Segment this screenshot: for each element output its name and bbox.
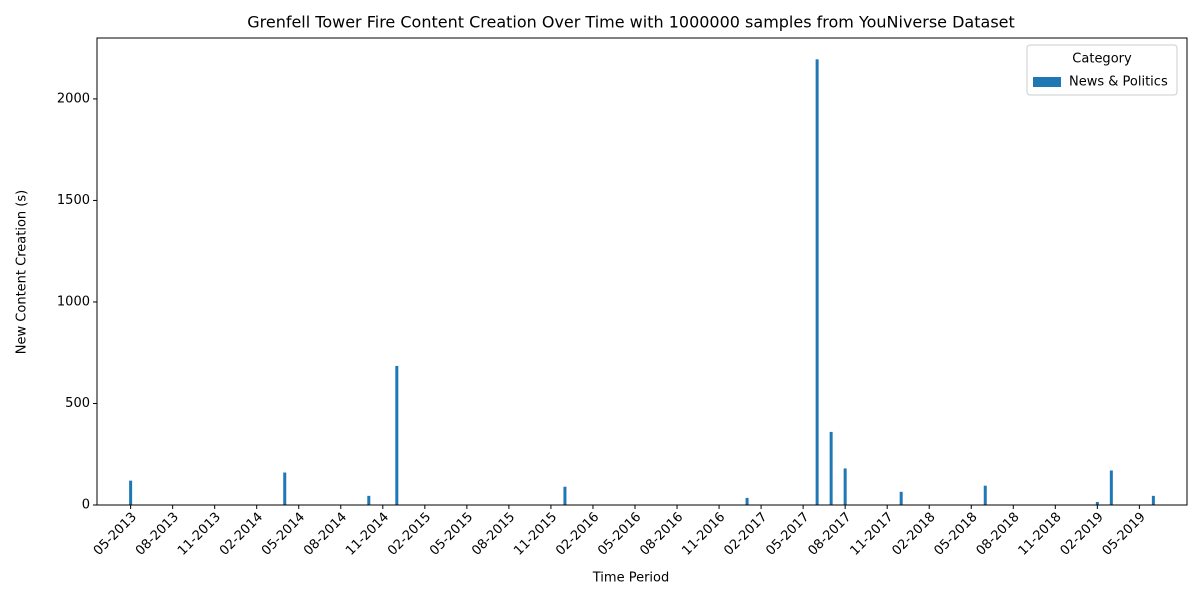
bar [1109,470,1113,505]
x-tick-label: 02-2015 [385,510,434,559]
x-tick-label: 08-2016 [637,510,686,559]
bar [815,59,819,505]
legend-title: Category [1072,52,1132,67]
x-tick-label: 11-2014 [343,510,392,559]
x-tick-label: 11-2016 [679,510,728,559]
bar [367,495,371,505]
chart-title: Grenfell Tower Fire Content Creation Ove… [247,13,1015,32]
x-tick-label: 05-2018 [932,510,981,559]
x-tick-label: 05-2017 [763,510,812,559]
x-tick-label: 05-2013 [91,510,140,559]
plot-frame [96,37,1188,506]
y-axis-label: New Content Creation (s) [15,190,30,354]
x-tick-label: 08-2013 [133,510,182,559]
x-tick-label: 11-2017 [847,510,896,559]
x-tick-label: 02-2017 [721,510,770,559]
y-tick-label: 500 [65,396,90,411]
x-tick-label: 05-2015 [427,510,476,559]
x-tick-label: 08-2017 [805,510,854,559]
y-tick-label: 1500 [57,193,90,208]
bar [745,497,749,505]
x-tick-label: 11-2018 [1016,510,1065,559]
x-tick-label: 05-2014 [259,510,308,559]
bar [983,485,987,505]
x-tick-label: 05-2016 [595,510,644,559]
bar [283,472,287,505]
bar [899,491,903,505]
y-tick-label: 1000 [57,294,90,309]
y-tick-label: 2000 [57,91,90,106]
x-tick-label: 11-2015 [511,510,560,559]
bar [1095,501,1099,505]
bar [829,431,833,505]
x-tick-label: 02-2019 [1058,510,1107,559]
legend-swatch [1033,77,1061,87]
x-tick-label: 08-2014 [301,510,350,559]
bar [843,468,847,505]
bar [1151,495,1155,505]
x-tick-label: 08-2015 [469,510,518,559]
bar [563,486,567,505]
x-tick-label: 05-2019 [1100,510,1149,559]
bar [129,480,133,505]
x-tick-label: 02-2016 [553,510,602,559]
x-tick-label: 02-2014 [217,510,266,559]
legend: Category News & Politics [1026,44,1178,96]
legend-label: News & Politics [1069,75,1168,90]
x-tick-label: 02-2018 [889,510,938,559]
y-tick-label: 0 [82,498,90,513]
x-tick-label: 08-2018 [974,510,1023,559]
legend-box [1026,44,1178,96]
bar [395,365,399,505]
x-tick-label: 11-2013 [175,510,224,559]
x-axis-label: Time Period [592,571,669,586]
